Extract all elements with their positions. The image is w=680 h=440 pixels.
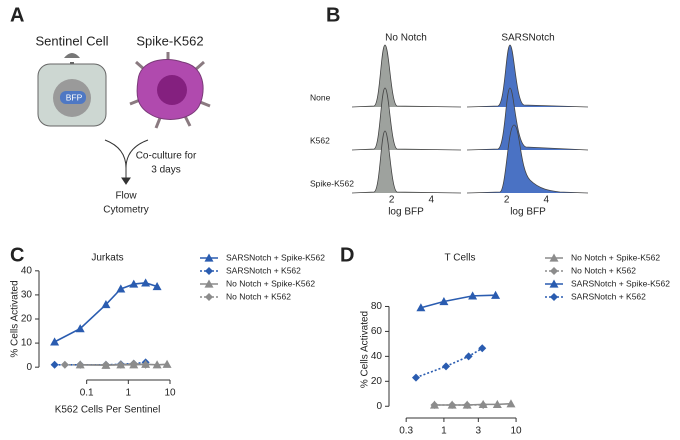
x-tick-label: 1 [441,426,447,437]
x-tick-label: 0.1 [80,388,94,399]
x-tick-label: 4 [543,195,549,206]
y-tick-label: 0 [376,401,382,412]
panel-label: C [10,244,24,266]
point [76,360,85,369]
point [491,290,501,299]
x-axis-label: log BFP [510,207,546,218]
row-label: Spike-K562 [310,178,354,188]
legend-marker [550,267,558,275]
cell-label: Spike-K562 [136,33,203,48]
legend-label: SARSNotch + K562 [571,291,646,301]
point [60,360,69,369]
point [448,401,457,410]
point [492,399,502,408]
annotation: Co-culture for [136,151,197,162]
column-title: SARSNotch [501,33,554,44]
legend-marker [549,279,559,288]
cell-label: Sentinel Cell [36,33,109,48]
point [506,399,516,408]
point [116,284,126,293]
y-tick-label: 20 [371,376,383,387]
point [464,352,473,361]
point [442,362,451,371]
panel-label: A [10,4,24,26]
y-tick-label: 40 [21,265,33,276]
series-line [415,347,483,379]
point [141,278,151,287]
point [479,401,488,410]
point [129,279,139,288]
y-tick-label: 80 [371,301,383,312]
point [430,401,439,410]
y-axis-label: % Cells Activated [360,311,371,388]
legend-marker [205,267,213,275]
x-tick-label: 2 [389,195,395,206]
legend-marker [204,279,214,288]
legend-label: SARSNotch + Spike-K562 [226,252,325,262]
point [152,281,162,291]
point [141,360,150,369]
point [478,344,487,353]
point [463,401,472,410]
point [116,360,125,369]
point [101,300,111,309]
bfp-label: BFP [66,92,83,102]
point [439,296,449,306]
x-axis-label: log BFP [388,207,424,218]
point [468,291,478,300]
annotation: Flow [115,191,137,202]
legend-label: SARSNotch + K562 [226,265,301,275]
series-line [420,294,496,309]
legend-label: No Notch + Spike-K562 [571,252,660,262]
column-title: No Notch [385,33,427,44]
legend-marker [205,293,213,301]
point [162,359,172,368]
point [129,359,138,368]
point [416,303,426,312]
point [411,373,420,382]
y-tick-label: 30 [21,290,33,301]
row-label: None [310,92,331,102]
y-axis-label: % Cells Activated [10,280,21,357]
legend-label: SARSNotch + Spike-K562 [571,278,670,288]
series-line [54,282,158,343]
sentinel-cell: BFP [37,53,107,127]
legend-marker [549,253,559,262]
row-label: K562 [310,135,330,145]
point [101,360,110,369]
coculture-arrow [104,139,149,185]
x-tick-label: 2 [504,195,510,206]
x-tick-label: 4 [428,195,434,206]
legend-marker [204,253,214,262]
annotation: Cytometry [103,205,149,216]
legend-label: No Notch + K562 [226,291,291,301]
histograms [351,44,589,194]
chart-title: T Cells [445,253,476,264]
x-tick-label: 0.3 [399,426,413,437]
y-tick-label: 20 [21,314,33,325]
point [50,337,60,346]
y-tick-label: 0 [26,362,32,373]
y-tick-label: 60 [371,326,383,337]
panel-label: D [340,244,354,266]
x-tick-label: 10 [511,426,523,437]
spike-cell [129,52,211,129]
y-tick-label: 40 [371,351,383,362]
x-axis-label: K562 Cells Per Sentinel [55,405,161,416]
y-tick-label: 10 [21,338,33,349]
x-tick-label: 10 [164,388,176,399]
legend-label: No Notch + K562 [571,265,636,275]
x-tick-label: 1 [126,388,132,399]
annotation: 3 days [151,165,180,176]
legend-marker [550,293,558,301]
point [50,360,59,369]
legend-label: No Notch + Spike-K562 [226,278,315,288]
panel-label: B [326,4,340,26]
chart-title: Jurkats [91,253,123,264]
point [75,324,85,333]
point [152,360,162,369]
x-tick-label: 3 [476,426,482,437]
